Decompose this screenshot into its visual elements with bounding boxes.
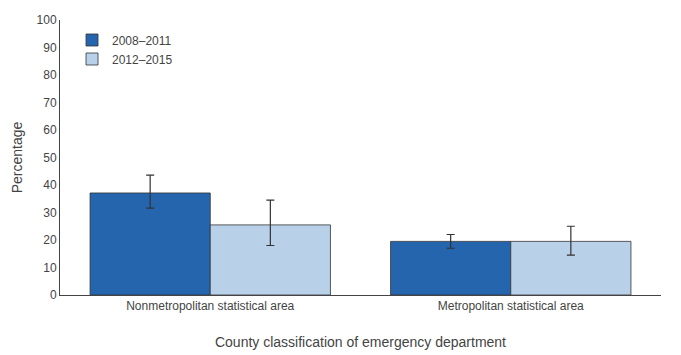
svg-text:10: 10: [43, 261, 57, 275]
svg-text:40: 40: [43, 178, 57, 192]
svg-text:80: 80: [43, 68, 57, 82]
svg-text:70: 70: [43, 96, 57, 110]
svg-text:50: 50: [43, 151, 57, 165]
svg-text:Metropolitan statistical area: Metropolitan statistical area: [438, 299, 584, 313]
svg-text:2008–2011: 2008–2011: [112, 34, 171, 48]
svg-text:2012–2015: 2012–2015: [112, 53, 172, 67]
svg-text:100: 100: [37, 13, 57, 27]
svg-text:Percentage: Percentage: [9, 121, 25, 193]
svg-text:30: 30: [43, 206, 57, 220]
svg-text:Nonmetropolitan statistical ar: Nonmetropolitan statistical area: [126, 299, 294, 313]
svg-text:60: 60: [43, 123, 57, 137]
svg-text:20: 20: [43, 233, 57, 247]
svg-text:90: 90: [43, 41, 57, 55]
svg-text:County classification of emerg: County classification of emergency depar…: [215, 334, 506, 350]
svg-text:0: 0: [50, 288, 57, 302]
